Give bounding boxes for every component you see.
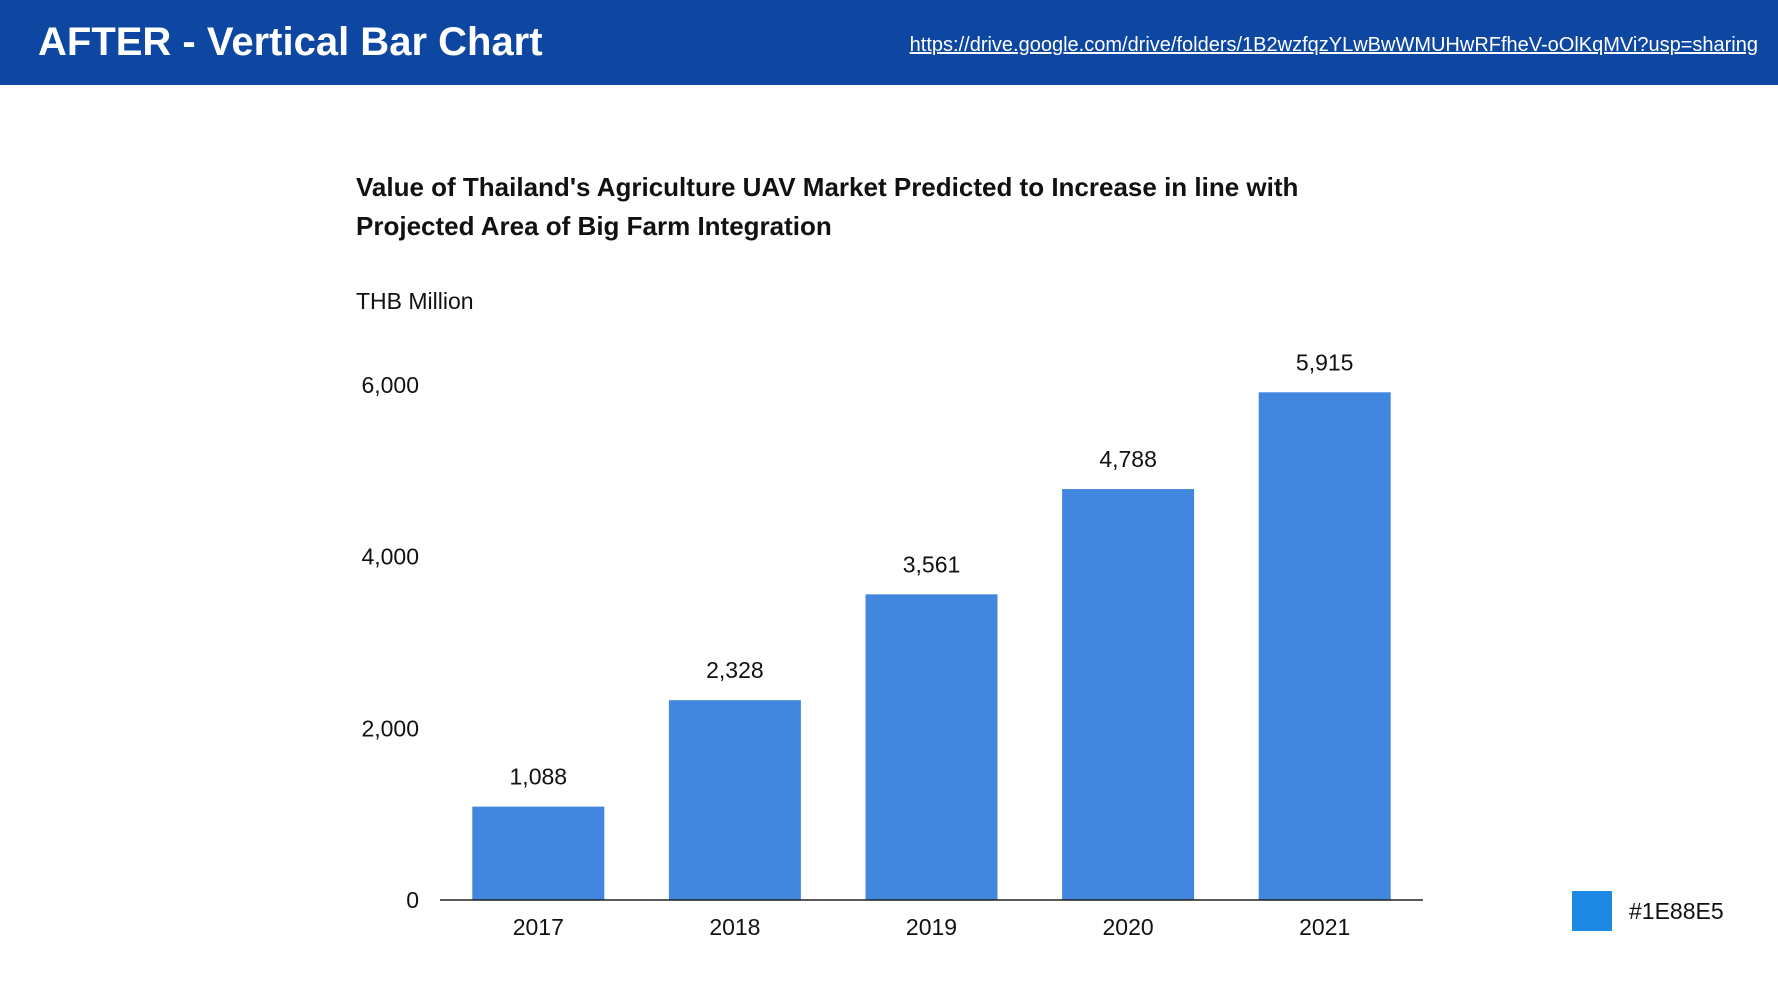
x-tick-label: 2021 [1299, 914, 1350, 940]
bar [1258, 392, 1391, 900]
header-bar: AFTER - Vertical Bar Chart https://drive… [0, 0, 1778, 85]
y-tick-label: 2,000 [361, 715, 419, 741]
x-tick-label: 2020 [1103, 914, 1154, 940]
page-title: AFTER - Vertical Bar Chart [38, 20, 543, 64]
color-swatch-label: #1E88E5 [1629, 898, 1724, 924]
color-swatch [1572, 891, 1612, 931]
y-tick-label: 4,000 [361, 544, 419, 570]
bar [1062, 489, 1195, 900]
bar-value-label: 3,561 [903, 551, 961, 577]
chart-title-line-1: Value of Thailand's Agriculture UAV Mark… [356, 172, 1299, 202]
bar [472, 806, 605, 900]
x-tick-label: 2019 [906, 914, 957, 940]
drive-folder-link[interactable]: https://drive.google.com/drive/folders/1… [909, 34, 1758, 56]
bar-value-label: 5,915 [1296, 349, 1354, 375]
y-axis-unit-label: THB Million [356, 288, 474, 314]
bar [668, 700, 801, 900]
chart-title: Value of Thailand's Agriculture UAV Mark… [356, 168, 1356, 246]
x-tick-label: 2018 [709, 914, 760, 940]
bar-value-label: 2,328 [706, 657, 764, 683]
x-tick-label: 2017 [513, 914, 564, 940]
y-tick-label: 6,000 [361, 372, 419, 398]
bar [865, 594, 998, 900]
bar-value-label: 1,088 [510, 764, 568, 790]
bar-value-label: 4,788 [1099, 446, 1157, 472]
chart-title-line-2: Projected Area of Big Farm Integration [356, 211, 832, 241]
y-tick-label: 0 [406, 887, 419, 913]
